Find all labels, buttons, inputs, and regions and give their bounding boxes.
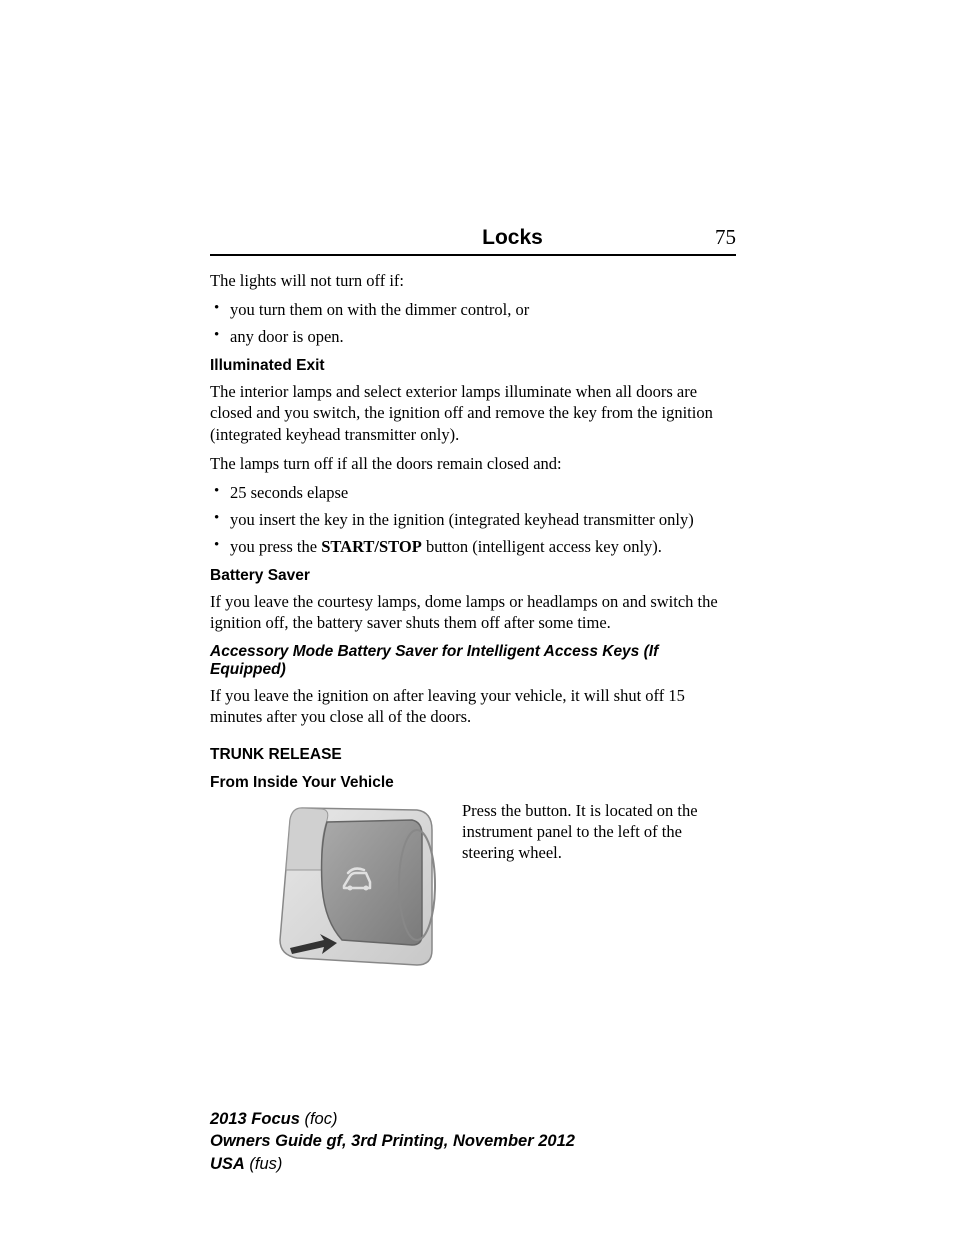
battery-saver-heading: Battery Saver: [210, 567, 736, 585]
from-inside-heading: From Inside Your Vehicle: [210, 774, 736, 792]
body-paragraph: If you leave the courtesy lamps, dome la…: [210, 591, 736, 633]
body-paragraph: The lamps turn off if all the doors rema…: [210, 453, 736, 474]
illuminated-exit-heading: Illuminated Exit: [210, 357, 736, 375]
trunk-image-text-row: Press the button. It is located on the i…: [210, 800, 736, 970]
chapter-title: Locks: [310, 226, 715, 250]
list-text-post: button (intelligent access key only).: [422, 537, 662, 556]
intro-paragraph: The lights will not turn off if:: [210, 270, 736, 291]
trunk-release-heading: TRUNK RELEASE: [210, 746, 736, 764]
list-item: you turn them on with the dimmer control…: [210, 299, 736, 320]
page-footer: 2013 Focus (foc) Owners Guide gf, 3rd Pr…: [210, 1108, 575, 1175]
intro-bullet-list: you turn them on with the dimmer control…: [210, 299, 736, 347]
list-text-pre: you press the: [230, 537, 321, 556]
footer-line-3: USA (fus): [210, 1153, 575, 1175]
page-number: 75: [715, 225, 736, 250]
list-item: you insert the key in the ignition (inte…: [210, 509, 736, 530]
list-item: 25 seconds elapse: [210, 482, 736, 503]
footer-model: 2013 Focus: [210, 1110, 300, 1128]
footer-region: USA: [210, 1155, 245, 1173]
start-stop-bold: START/STOP: [321, 537, 422, 556]
page-content: Locks 75 The lights will not turn off if…: [0, 0, 954, 970]
footer-code: (foc): [300, 1110, 338, 1128]
body-paragraph: If you leave the ignition on after leavi…: [210, 685, 736, 727]
page-header: Locks 75: [210, 225, 736, 256]
footer-region-code: (fus): [245, 1155, 283, 1173]
trunk-release-text: Press the button. It is located on the i…: [462, 800, 736, 970]
footer-line-2: Owners Guide gf, 3rd Printing, November …: [210, 1130, 575, 1152]
body-paragraph: The interior lamps and select exterior l…: [210, 381, 736, 444]
illuminated-exit-list: 25 seconds elapse you insert the key in …: [210, 482, 736, 557]
accessory-mode-heading: Accessory Mode Battery Saver for Intelli…: [210, 643, 736, 679]
trunk-release-button-image: [272, 800, 442, 970]
footer-line-1: 2013 Focus (foc): [210, 1108, 575, 1130]
list-item: any door is open.: [210, 326, 736, 347]
list-item: you press the START/STOP button (intelli…: [210, 536, 736, 557]
